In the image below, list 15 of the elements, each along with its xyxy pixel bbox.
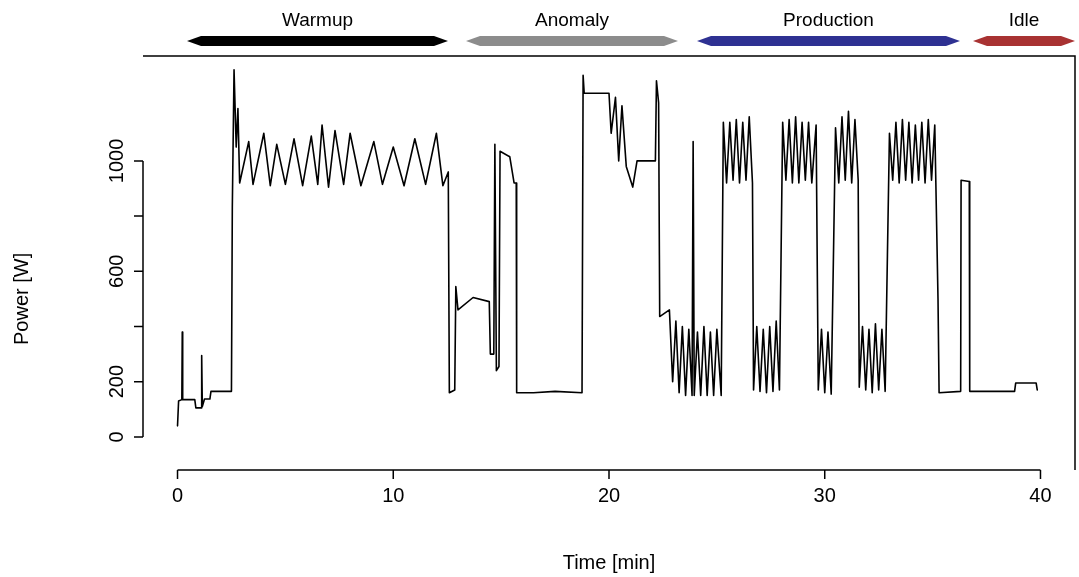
x-tick-label: 10 xyxy=(382,483,405,506)
x-tick-label: 0 xyxy=(171,483,184,506)
text: Production xyxy=(783,8,874,30)
text: Idle xyxy=(1008,8,1040,30)
y-axis-title: Power [W] xyxy=(9,252,32,346)
y-tick-label: 1000 xyxy=(104,138,127,184)
y-tick-label: 200 xyxy=(104,364,127,399)
x-axis-title: Time [min] xyxy=(562,550,656,573)
x-tick-label: 30 xyxy=(813,483,836,506)
y-tick-label: 0 xyxy=(104,431,127,443)
x-tick-label: 40 xyxy=(1029,483,1052,506)
x-tick-label: 20 xyxy=(597,483,621,506)
text: Anomaly xyxy=(535,8,610,30)
text: Warmup xyxy=(281,8,354,30)
y-tick-label: 600 xyxy=(104,254,127,288)
